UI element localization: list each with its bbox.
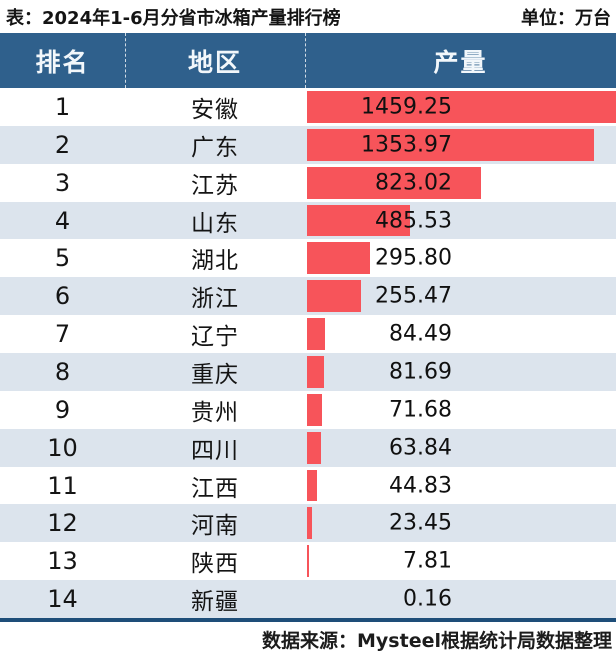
production-value: 485.53 bbox=[375, 208, 452, 233]
rank-cell: 10 bbox=[47, 433, 78, 462]
region-cell: 安徽 bbox=[191, 96, 239, 123]
rank-cell: 8 bbox=[54, 357, 71, 386]
production-bar bbox=[307, 91, 616, 123]
production-cell: 255.47 bbox=[305, 277, 616, 315]
table-row: 4 山东 485.53 bbox=[0, 201, 616, 240]
rank-cell: 5 bbox=[54, 244, 71, 273]
region-cell: 贵州 bbox=[191, 399, 239, 426]
production-bar bbox=[307, 469, 317, 502]
region-cell: 新疆 bbox=[191, 589, 239, 616]
production-value: 44.83 bbox=[389, 473, 452, 499]
production-bar bbox=[307, 318, 325, 351]
production-cell: 823.02 bbox=[305, 164, 616, 202]
production-value: 23.45 bbox=[389, 510, 452, 536]
title-bar: 表：2024年1-6月分省市冰箱产量排行榜 单位：万台 bbox=[0, 0, 616, 33]
production-cell: 63.84 bbox=[305, 429, 616, 467]
region-cell: 江苏 bbox=[191, 172, 239, 199]
region-cell: 浙江 bbox=[191, 286, 239, 313]
table-row: 5 湖北 295.80 bbox=[0, 239, 616, 278]
table-row: 7 辽宁 84.49 bbox=[0, 315, 616, 354]
region-cell: 辽宁 bbox=[191, 324, 239, 351]
production-bar bbox=[307, 393, 323, 426]
production-value: 63.84 bbox=[389, 435, 452, 461]
production-cell: 7.81 bbox=[305, 542, 616, 580]
production-bar bbox=[307, 431, 321, 464]
table-header-row: 排名 地区 产量 bbox=[0, 33, 616, 88]
production-bar bbox=[307, 204, 410, 237]
header-column-divider bbox=[305, 33, 306, 88]
region-cell: 湖北 bbox=[191, 248, 239, 275]
production-bar bbox=[307, 128, 594, 161]
production-value: 84.49 bbox=[389, 321, 452, 347]
production-value: 71.68 bbox=[389, 397, 452, 423]
data-source-label: 数据来源：Mysteel根据统计局数据整理 bbox=[262, 629, 612, 652]
production-value: 255.47 bbox=[375, 283, 452, 309]
rank-cell: 4 bbox=[54, 206, 71, 235]
rank-cell: 14 bbox=[47, 585, 78, 614]
production-cell: 1459.25 bbox=[305, 88, 616, 126]
production-bar bbox=[307, 166, 482, 199]
region-cell: 江西 bbox=[191, 475, 239, 502]
rank-cell: 7 bbox=[54, 320, 71, 349]
header-rank: 排名 bbox=[35, 47, 90, 77]
production-value: 7.81 bbox=[403, 548, 452, 574]
production-cell: 1353.97 bbox=[305, 126, 616, 164]
rank-cell: 1 bbox=[54, 92, 71, 121]
region-cell: 四川 bbox=[191, 437, 239, 464]
rank-cell: 11 bbox=[47, 471, 78, 500]
rank-cell: 2 bbox=[54, 130, 71, 159]
production-bar bbox=[307, 545, 309, 578]
table-row: 12 河南 23.45 bbox=[0, 504, 616, 543]
region-cell: 山东 bbox=[191, 210, 239, 237]
table-row: 9 贵州 71.68 bbox=[0, 390, 616, 429]
region-cell: 广东 bbox=[191, 134, 239, 161]
table-row: 14 新疆 0.16 bbox=[0, 580, 616, 619]
production-value: 1353.97 bbox=[361, 132, 452, 158]
production-cell: 23.45 bbox=[305, 504, 616, 542]
header-column-divider bbox=[125, 33, 126, 88]
production-bar bbox=[307, 507, 312, 540]
production-cell: 0.16 bbox=[305, 580, 616, 618]
production-cell: 81.69 bbox=[305, 353, 616, 391]
rank-cell: 12 bbox=[47, 509, 78, 538]
production-value: 0.16 bbox=[403, 586, 452, 612]
production-cell: 485.53 bbox=[305, 202, 616, 240]
footer: 数据来源：Mysteel根据统计局数据整理 bbox=[0, 622, 616, 656]
header-region: 地区 bbox=[187, 47, 242, 77]
table-row: 11 江西 44.83 bbox=[0, 466, 616, 505]
production-cell: 84.49 bbox=[305, 315, 616, 353]
unit-label: 单位：万台 bbox=[521, 7, 611, 29]
table-row: 8 重庆 81.69 bbox=[0, 353, 616, 391]
table-body: 1 安徽 1459.25 2 广东 1353.97 3 江苏 823.02 4 … bbox=[0, 88, 616, 619]
table-row: 6 浙江 255.47 bbox=[0, 277, 616, 316]
production-bar bbox=[307, 280, 362, 313]
production-value: 81.69 bbox=[389, 359, 452, 385]
header-production: 产量 bbox=[433, 47, 488, 77]
rank-cell: 13 bbox=[47, 547, 78, 576]
production-bar bbox=[307, 242, 370, 275]
table-bottom-border bbox=[0, 618, 616, 622]
region-cell: 河南 bbox=[191, 513, 239, 540]
table-row: 10 四川 63.84 bbox=[0, 428, 616, 467]
table-row: 13 陕西 7.81 bbox=[0, 542, 616, 581]
production-value: 295.80 bbox=[375, 245, 452, 271]
production-bar bbox=[307, 356, 325, 388]
production-value: 823.02 bbox=[375, 170, 452, 196]
region-cell: 重庆 bbox=[191, 361, 239, 388]
production-cell: 71.68 bbox=[305, 391, 616, 429]
region-cell: 陕西 bbox=[191, 551, 239, 578]
production-value: 1459.25 bbox=[361, 94, 452, 120]
table-row: 1 安徽 1459.25 bbox=[0, 88, 616, 126]
production-cell: 295.80 bbox=[305, 239, 616, 277]
rank-cell: 3 bbox=[54, 168, 71, 197]
table-row: 3 江苏 823.02 bbox=[0, 163, 616, 202]
production-cell: 44.83 bbox=[305, 467, 616, 505]
rank-cell: 9 bbox=[54, 395, 71, 424]
table-row: 2 广东 1353.97 bbox=[0, 125, 616, 164]
rank-cell: 6 bbox=[54, 282, 71, 311]
page-title: 表：2024年1-6月分省市冰箱产量排行榜 bbox=[6, 7, 341, 29]
